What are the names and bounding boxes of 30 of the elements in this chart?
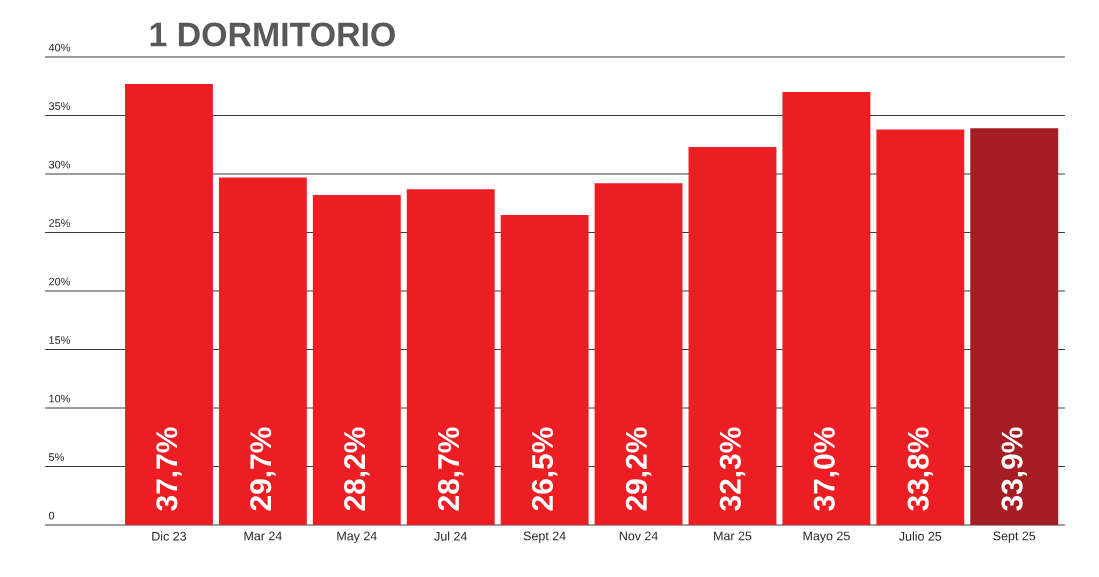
y-tick-label: 25%: [49, 219, 71, 227]
y-tick-label: 10%: [49, 394, 71, 403]
data-label: 32,3%: [719, 427, 746, 511]
x-tick-label: Sept 25: [993, 531, 1036, 543]
data-label: 37,7%: [156, 427, 182, 511]
x-tick-label: Sept 24: [523, 531, 566, 543]
y-tick-label: 5%: [48, 453, 64, 461]
data-label: 33,8%: [907, 427, 934, 511]
chart-title: 1 DORMITORIO: [150, 22, 395, 47]
y-tick-label: 0: [48, 511, 55, 520]
x-tick-label: Mar 24: [244, 531, 282, 541]
data-label: 29,7%: [250, 427, 276, 511]
y-tick-label: 40%: [48, 43, 71, 52]
y-tick-label: 30%: [48, 160, 71, 169]
x-tick-label: Mar 25: [714, 531, 752, 541]
data-label: 33,9%: [1001, 427, 1027, 511]
x-tick-label: Dic 23: [152, 531, 187, 541]
y-tick-label: 20%: [49, 277, 71, 286]
x-tick-label: Jul 24: [434, 531, 467, 541]
x-tick-label: May 24: [337, 531, 377, 543]
data-label: 28,7%: [437, 427, 464, 511]
x-tick-label: Nov 24: [619, 531, 658, 541]
data-label: 26,5%: [531, 427, 558, 511]
x-tick-label: Julio 25: [899, 531, 942, 541]
y-tick-label: 35%: [48, 102, 71, 110]
data-label: 37,0%: [813, 427, 840, 511]
x-tick-label: Mayo 25: [803, 531, 850, 543]
y-tick-label: 15%: [49, 336, 71, 344]
data-label: 29,2%: [625, 427, 652, 511]
data-label: 28,2%: [344, 427, 370, 511]
